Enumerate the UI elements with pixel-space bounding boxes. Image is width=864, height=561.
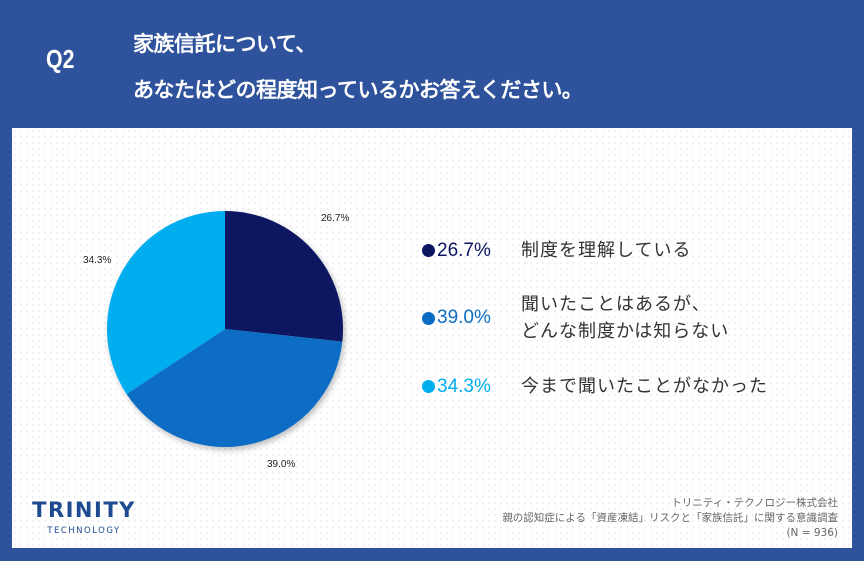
pie-chart bbox=[107, 211, 344, 447]
logo-wordmark: TRINITY bbox=[32, 498, 136, 522]
legend-item-heard: 39.0% 聞いたことはあるが、 どんな制度かは知らない bbox=[422, 291, 729, 345]
legend-percent: 39.0% bbox=[437, 307, 491, 328]
logo-subtitle: TECHNOLOGY bbox=[47, 526, 121, 536]
question-number: Q2 bbox=[46, 44, 75, 74]
source-company: トリニティ・テクノロジー株式会社 bbox=[671, 497, 838, 509]
source-survey: 親の認知症による「資産凍結」リスクと「家族信託」に関する意識調査 bbox=[502, 512, 838, 524]
chart-panel: 26.7% 39.0% 34.3% 26.7% 制度を理解している 39.0% … bbox=[12, 128, 852, 548]
pie-label-never: 34.3% bbox=[83, 255, 112, 266]
header: Q2 家族信託について、 あなたはどの程度知っているかお答えください。 bbox=[0, 0, 864, 128]
trinity-logo: TRINITY TECHNOLOGY bbox=[29, 498, 139, 536]
legend-item-understand: 26.7% 制度を理解している bbox=[422, 237, 691, 264]
pie-slice-heard-not-know bbox=[126, 329, 343, 447]
question-title-line2: あなたはどの程度知っているかお答えください。 bbox=[133, 78, 583, 102]
pie-label-understand: 26.7% bbox=[321, 213, 350, 224]
legend-percent: 34.3% bbox=[437, 375, 491, 397]
source-sample-size: (N = 936) bbox=[786, 527, 838, 539]
legend-label: 今まで聞いたことがなかった bbox=[521, 376, 768, 397]
legend-label: 制度を理解している bbox=[521, 240, 692, 261]
source-note: トリニティ・テクノロジー株式会社 親の認知症による「資産凍結」リスクと「家族信託… bbox=[502, 496, 838, 541]
legend-dot-icon bbox=[422, 311, 435, 325]
pie-slice-never-heard bbox=[107, 211, 225, 395]
legend-item-never: 34.3% 今まで聞いたことがなかった bbox=[422, 373, 768, 400]
pie-label-heard: 39.0% bbox=[267, 459, 296, 470]
pie-slice-understand bbox=[225, 211, 344, 342]
legend-dot-icon bbox=[422, 380, 435, 393]
legend-dot-icon bbox=[422, 244, 435, 257]
legend-label-line2: どんな制度かは知らない bbox=[521, 321, 730, 342]
legend-percent: 26.7% bbox=[437, 239, 491, 261]
question-title-line1: 家族信託について、 bbox=[133, 32, 316, 56]
legend-label-line1: 聞いたことはあるが、 bbox=[521, 294, 711, 315]
